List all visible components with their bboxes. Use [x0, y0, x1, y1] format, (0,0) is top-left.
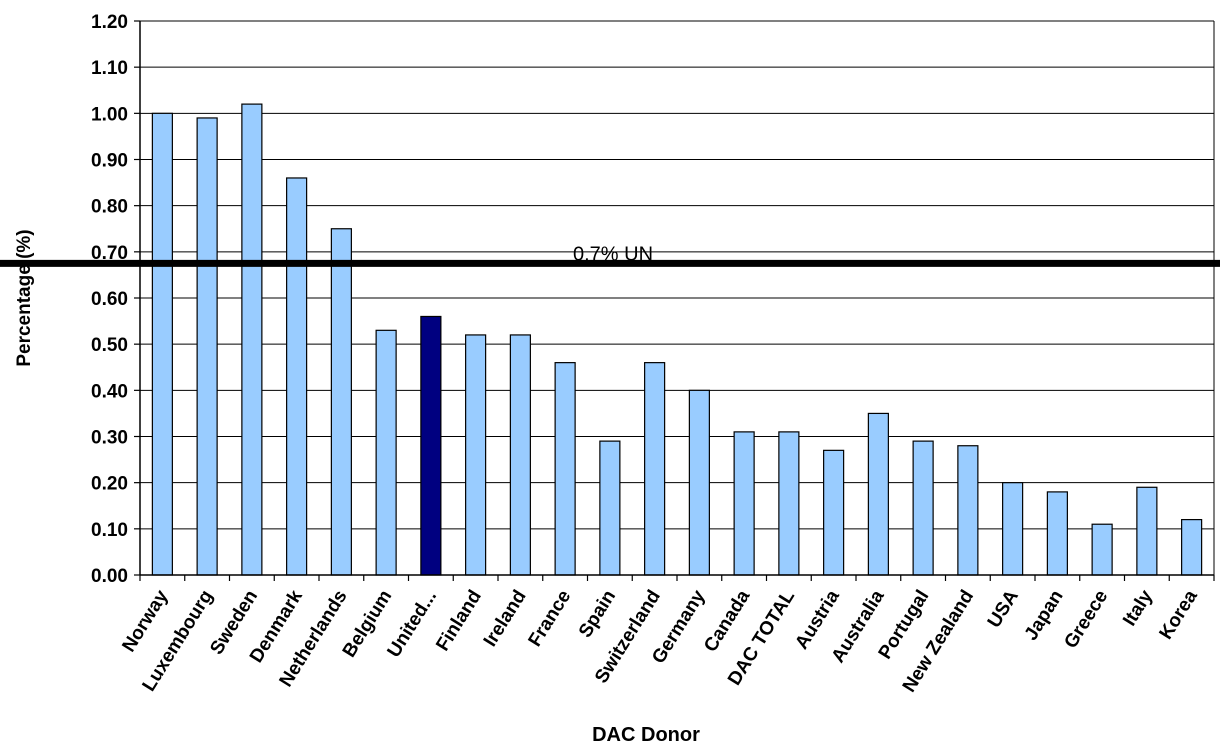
- gridlines: [140, 20, 1214, 530]
- x-tick-label: USA: [984, 586, 1023, 631]
- bar-luxembourg: [196, 117, 218, 576]
- bar-new-zealand: [957, 445, 979, 576]
- reference-line-group: 0.7% UN: [0, 243, 1220, 267]
- bar-australia: [867, 412, 889, 576]
- y-tick-label: 0.70: [91, 243, 128, 264]
- bar-switzerland: [644, 362, 666, 576]
- y-tick-label: 0.50: [91, 335, 128, 356]
- bar-united: [420, 315, 442, 576]
- bar-japan: [1046, 491, 1068, 576]
- y-tick-label: 0.10: [91, 520, 128, 541]
- un-target-label: 0.7% UN: [573, 243, 653, 265]
- x-tick-label: Japan: [1021, 587, 1068, 645]
- bar-netherlands: [330, 228, 352, 576]
- bar-france: [554, 362, 576, 576]
- y-tick-label: 1.00: [91, 104, 128, 125]
- x-tick-label: Spain: [575, 587, 620, 642]
- bar-germany: [688, 389, 710, 576]
- x-tick-label: Italy: [1119, 586, 1157, 630]
- x-tick-label: France: [525, 587, 576, 651]
- bar-korea: [1181, 518, 1203, 576]
- y-tick-labels: 0.00 0.10 0.20 0.30 0.40 0.50 0.60 0.70 0.80 0.90…: [91, 12, 128, 587]
- bar-spain: [599, 440, 621, 576]
- bar-finland: [465, 334, 487, 576]
- bar-sweden: [241, 103, 263, 576]
- y-tick-label: 1.10: [91, 58, 128, 79]
- y-tick-label: 1.20: [91, 12, 128, 33]
- bar-portugal: [912, 440, 934, 576]
- x-tick-labels: NorwayLuxembourgSwedenDenmarkNetherlands…: [118, 586, 1202, 696]
- bar-greece: [1091, 523, 1113, 576]
- x-tick-label: Korea: [1156, 586, 1203, 643]
- x-tick-label: Greece: [1060, 587, 1112, 653]
- bars: [151, 103, 1203, 576]
- y-tick-label: 0.90: [91, 151, 128, 172]
- bar-usa: [1002, 482, 1024, 576]
- bar-austria: [823, 449, 845, 576]
- y-tick-label: 0.60: [91, 289, 128, 310]
- bar-canada: [733, 431, 755, 576]
- y-tick-label: 0.30: [91, 428, 128, 449]
- x-axis-title: DAC Donor: [592, 724, 700, 746]
- bar-italy: [1136, 486, 1158, 576]
- y-tick-label: 0.20: [91, 474, 128, 495]
- axes: [134, 20, 1215, 581]
- bar-belgium: [375, 329, 397, 576]
- x-tick-label: Ireland: [480, 587, 531, 651]
- x-tick-label: Finland: [432, 587, 486, 655]
- bar-ireland: [509, 334, 531, 576]
- bar-dac-total: [778, 431, 800, 576]
- y-tick-label: 0.80: [91, 197, 128, 218]
- y-axis-title: Percentage (%): [14, 229, 35, 366]
- y-tick-label: 0.40: [91, 381, 128, 402]
- y-tick-label: 0.00: [91, 566, 128, 587]
- bar-denmark: [286, 177, 308, 576]
- bar-norway: [151, 112, 173, 576]
